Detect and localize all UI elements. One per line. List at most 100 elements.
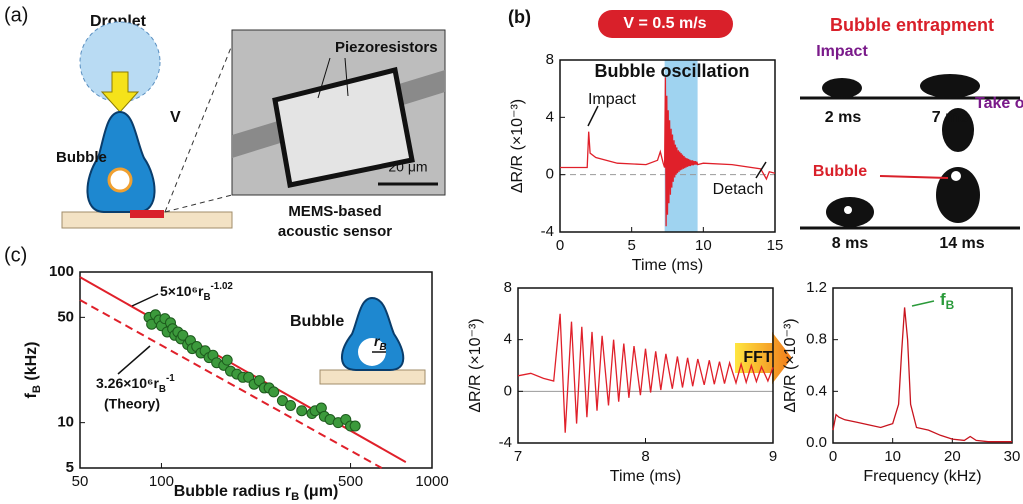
bubble-label: Bubble (813, 163, 867, 180)
text-part: 3.26×10⁶r (96, 375, 159, 391)
panel-label: (b) (508, 7, 531, 27)
x-tick-label: 30 (1004, 448, 1021, 465)
bubble (951, 171, 961, 181)
x-tick-label: 7 (514, 448, 522, 465)
y-tick-label: 50 (57, 308, 74, 325)
y-tick-label: 1.2 (806, 279, 827, 296)
y-tick-label: 0 (504, 382, 512, 399)
annotation: Impact (588, 91, 637, 108)
annotation-arrow (132, 294, 158, 306)
text-part: B (31, 385, 43, 393)
y-axis-label: fB (kHz) (23, 342, 43, 399)
x-tick-label: 500 (338, 473, 363, 490)
y-tick-label: 0.0 (806, 434, 827, 451)
x-axis-label: Time (ms) (610, 468, 681, 485)
plot-frame (833, 288, 1012, 443)
drop-image (822, 78, 862, 98)
annotation-arrow (912, 301, 934, 306)
x-tick-label: 10 (884, 448, 901, 465)
time-label: 8 ms (832, 235, 869, 252)
y-tick-label: -4 (499, 434, 512, 451)
text-part: B (291, 491, 299, 503)
panel-label: (a) (4, 4, 28, 26)
impact-label: Impact (816, 43, 868, 60)
annotation: (Theory) (104, 396, 160, 412)
annotation: fB (940, 290, 955, 312)
data-point (286, 400, 296, 410)
data-line (518, 314, 773, 433)
data-point (350, 421, 360, 431)
plot-frame (518, 288, 773, 443)
time-label: 14 ms (939, 235, 984, 252)
text-part: B (379, 342, 386, 353)
text-part: -1.02 (211, 281, 234, 292)
y-axis-label: ΔR/R (×10⁻³) (782, 318, 799, 412)
annotation: Detach (713, 181, 764, 198)
text-part: B (946, 298, 955, 312)
annotation-arrow (588, 106, 598, 126)
takeoff-label: Take off (975, 95, 1023, 112)
annotation-arrow (118, 346, 150, 374)
data-point (222, 355, 232, 365)
velocity-label: V (170, 109, 181, 126)
x-tick-label: 1000 (415, 473, 448, 490)
x-axis-label: Frequency (kHz) (863, 468, 981, 485)
x-tick-label: 0 (556, 237, 564, 254)
y-axis-label: ΔR/R (×10⁻³) (467, 318, 484, 412)
bubble (109, 169, 131, 191)
speed-label: V = 0.5 m/s (623, 15, 706, 32)
x-tick-label: 50 (72, 473, 89, 490)
leader (165, 195, 232, 212)
text-part: B (203, 292, 210, 303)
x-tick-label: 10 (695, 237, 712, 254)
piezo-label: Piezoresistors (335, 39, 438, 56)
panel-label: (c) (4, 244, 27, 266)
annotation: 5×10⁶rB-1.02 (160, 281, 233, 303)
data-point (297, 406, 307, 416)
arrow (880, 176, 948, 178)
y-tick-label: 100 (49, 263, 74, 280)
data-point (269, 387, 279, 397)
sensor (130, 210, 164, 218)
x-tick-label: 8 (641, 448, 649, 465)
annotation: 3.26×10⁶rB-1 (96, 373, 175, 395)
page: {"panels":{ "a":{"label":"(a)","droplet"… (0, 0, 1023, 504)
time-label: 7 ms (932, 109, 969, 126)
x-tick-label: 9 (769, 448, 777, 465)
text-part: (μm) (299, 483, 338, 500)
x-tick-label: 0 (829, 448, 837, 465)
y-tick-label: 0 (546, 166, 554, 183)
figure: (a) Droplet V Bubble Piezoresistors 20 μ… (0, 0, 1023, 504)
x-tick-label: 5 (627, 237, 635, 254)
annotation: Bubble oscillation (594, 61, 749, 81)
bubble-label: Bubble (290, 313, 344, 330)
y-tick-label: 5 (66, 459, 74, 476)
text-part: -1 (166, 373, 175, 384)
x-tick-label: 100 (149, 473, 174, 490)
y-axis-label: ΔR/R (×10⁻³) (509, 99, 526, 193)
y-tick-label: 8 (504, 279, 512, 296)
text-part: B (159, 384, 166, 395)
x-axis-label: Time (ms) (632, 257, 703, 274)
fft-label: FFT (743, 349, 773, 366)
scale-label: 20 μm (388, 159, 427, 175)
text-part: Bubble radius r (174, 483, 291, 500)
bubble-label: Bubble (56, 149, 107, 166)
sensor-label: MEMS-based (288, 203, 381, 220)
y-tick-label: 0.8 (806, 331, 827, 348)
y-tick-label: 8 (546, 51, 554, 68)
drop-image (920, 74, 980, 98)
data-line (833, 307, 1012, 441)
y-tick-label: 4 (546, 108, 554, 125)
y-tick-label: 0.4 (806, 382, 827, 399)
substrate (320, 370, 425, 384)
x-tick-label: 20 (944, 448, 961, 465)
time-label: 2 ms (825, 109, 862, 126)
text-part: 5×10⁶r (160, 283, 204, 299)
x-tick-label: 15 (767, 237, 784, 254)
y-tick-label: -4 (541, 223, 554, 240)
y-tick-label: 4 (504, 331, 512, 348)
x-axis-label: Bubble radius rB (μm) (174, 483, 339, 503)
bubble (844, 206, 852, 214)
y-tick-label: 10 (57, 414, 74, 431)
